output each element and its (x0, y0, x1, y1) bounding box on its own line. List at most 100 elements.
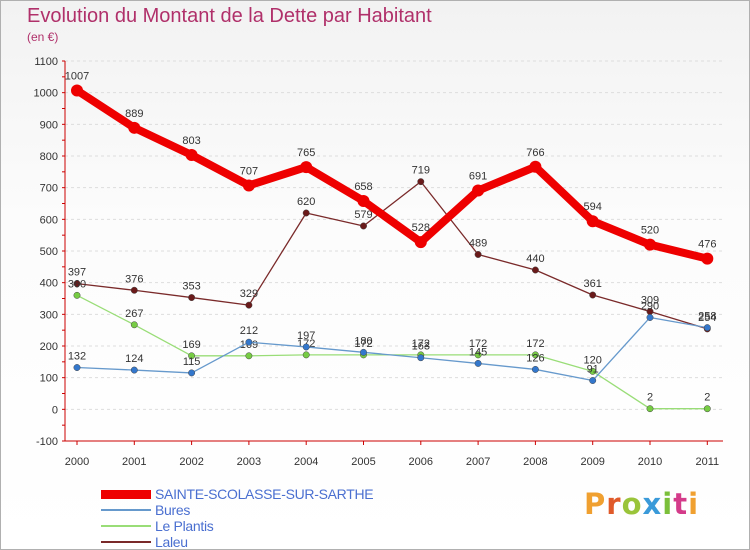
data-point (357, 194, 370, 207)
legend-swatch (101, 509, 151, 511)
data-label: 172 (469, 338, 487, 350)
legend-label: Laleu (155, 534, 188, 550)
series-line (76, 180, 708, 330)
data-label: 172 (526, 338, 544, 350)
x-tick-label: 2002 (179, 456, 203, 468)
legend-label: SAINTE-SCOLASSE-SUR-SARTHE (155, 486, 374, 502)
data-point (130, 366, 138, 374)
data-label: 163 (412, 341, 430, 353)
y-tick-label: 700 (40, 183, 58, 195)
x-tick-label: 2011 (695, 456, 719, 468)
data-label: 528 (412, 222, 430, 234)
data-label: 309 (641, 294, 659, 306)
x-tick-label: 2006 (409, 456, 433, 468)
y-tick-label: 800 (40, 151, 58, 163)
data-point (529, 160, 542, 173)
data-label: 397 (68, 267, 86, 279)
data-point (302, 343, 310, 351)
chart-title: Evolution du Montant de la Dette par Hab… (27, 5, 432, 27)
logo-letter: i (688, 487, 700, 521)
data-label: 803 (182, 135, 200, 147)
data-label: 707 (240, 165, 258, 177)
grid (65, 60, 723, 442)
y-tick-label: 400 (40, 278, 58, 290)
data-point (646, 405, 654, 413)
data-point (474, 251, 482, 258)
logo-letter: i (662, 487, 674, 521)
data-point (589, 291, 597, 299)
data-label: 579 (354, 209, 372, 221)
data-label: 719 (412, 165, 430, 177)
series-line (76, 316, 708, 382)
data-point (130, 321, 138, 329)
data-label: 360 (68, 278, 86, 290)
data-label: 212 (240, 325, 258, 337)
proxiti-logo: Proxiti (584, 487, 699, 521)
data-point (130, 286, 138, 294)
data-point (360, 222, 367, 230)
logo-letter: o (621, 487, 643, 521)
series-bures: 132 124 115 212 197 180 163 145 126 91 290 258 (68, 301, 716, 384)
data-label: 267 (125, 308, 143, 320)
data-point (472, 184, 485, 197)
data-point (417, 354, 425, 362)
legend-item: Laleu (101, 534, 373, 550)
series-line (73, 86, 712, 263)
x-tick-label: 2007 (466, 456, 490, 468)
data-point (188, 352, 196, 360)
data-label: 766 (526, 147, 544, 159)
data-label: 691 (469, 171, 487, 183)
data-label: 145 (469, 346, 487, 358)
legend-item: Le Plantis (101, 518, 373, 534)
y-tick-label: 200 (40, 341, 58, 353)
data-label: 258 (698, 311, 716, 323)
logo-letter: P (584, 487, 607, 521)
data-point (300, 161, 313, 174)
data-label: 353 (182, 281, 200, 293)
data-point (531, 365, 539, 373)
y-tick-label: 900 (40, 119, 58, 131)
y-axis: -100 0 100 200 300 400 500 600 700 800 900 1000 1100 (34, 56, 66, 448)
series-line (76, 294, 708, 410)
x-tick-label: 2009 (580, 456, 604, 468)
data-point (302, 209, 310, 217)
data-label: 658 (354, 181, 372, 193)
data-label: 594 (584, 201, 602, 213)
data-point (703, 324, 711, 332)
logo-letter: r (606, 487, 622, 521)
data-point (417, 178, 425, 186)
data-label: 361 (584, 278, 602, 290)
logo-letter: t (673, 487, 689, 521)
data-point (360, 348, 367, 356)
legend-label: Le Plantis (155, 518, 214, 534)
legend-item: Bures (101, 502, 373, 518)
data-point (302, 351, 310, 359)
legend-swatch (101, 525, 151, 527)
y-tick-label: 600 (40, 214, 58, 226)
legend-swatch (101, 541, 151, 543)
data-point (71, 84, 83, 97)
data-label: 91 (587, 364, 599, 376)
data-point (73, 280, 81, 288)
data-label: 889 (125, 108, 143, 120)
data-point (414, 236, 427, 249)
x-axis: 2000 2001 2002 2003 2004 2005 2006 2007 2008 2009… (65, 440, 723, 468)
series-le-plantis: 36026716916917217217217217212022 (68, 278, 711, 413)
data-label: 476 (698, 239, 716, 251)
x-tick-label: 2004 (294, 456, 318, 468)
y-tick-label: 500 (40, 246, 58, 258)
data-label: 489 (469, 237, 487, 249)
data-point (73, 291, 81, 299)
legend-item: SAINTE-SCOLASSE-SUR-SARTHE (101, 486, 374, 502)
chart-subtitle: (en €) (27, 30, 59, 44)
y-tick-label: 100 (40, 373, 58, 385)
x-tick-label: 2000 (65, 456, 89, 468)
y-tick-label: 1100 (34, 56, 58, 68)
series-sainte-scolasse-sur-sarthe: 1007 889 803 707 765 658 528 691 766 594 520 476 (65, 70, 716, 265)
data-label: 169 (182, 339, 200, 351)
data-point (589, 377, 597, 384)
data-label: 376 (125, 273, 143, 285)
data-point (644, 238, 656, 251)
series-laleu: 397 376 353 329 620 579 719 489 440 361 309 254 (68, 165, 716, 333)
